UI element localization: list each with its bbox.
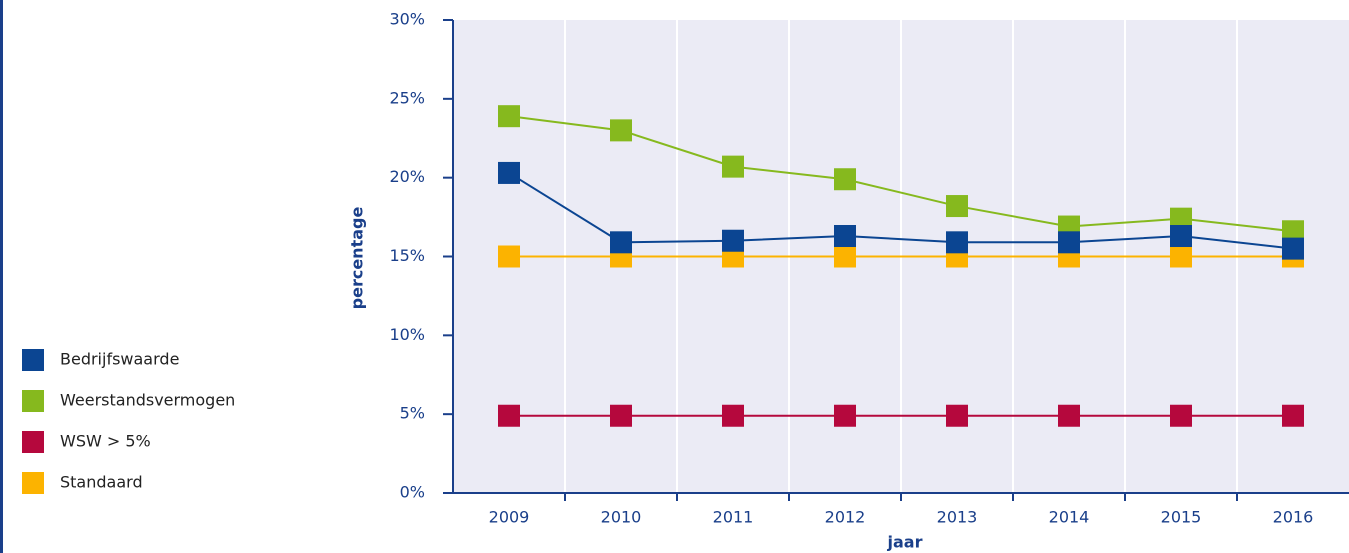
- legend-swatch: [22, 472, 44, 494]
- x-tick-label: 2010: [601, 508, 642, 527]
- y-axis-label: percentage: [348, 207, 367, 310]
- point-marker: [1170, 404, 1192, 427]
- point-marker: [1282, 404, 1304, 427]
- point-marker: [722, 404, 744, 427]
- legend: Bedrijfswaarde Weerstandsvermogen WSW > 5%…: [22, 349, 235, 494]
- point-marker: [610, 404, 632, 427]
- point-marker: [722, 229, 744, 252]
- x-tick-label: 2013: [937, 508, 978, 527]
- x-axis-label: jaar: [887, 533, 923, 552]
- point-marker: [1170, 245, 1192, 268]
- legend-swatch: [22, 349, 44, 371]
- point-marker: [946, 195, 968, 218]
- y-tick-label: 25%: [389, 88, 425, 107]
- point-marker: [610, 119, 632, 142]
- series-line: [508, 115, 1294, 233]
- point-marker: [834, 404, 856, 427]
- point-marker: [610, 231, 632, 254]
- y-tick-label: 30%: [389, 10, 425, 29]
- point-marker: [834, 245, 856, 268]
- point-marker: [1058, 404, 1080, 427]
- x-tick-label: 2014: [1049, 508, 1090, 527]
- y-tick-label: 15%: [389, 246, 425, 265]
- point-marker: [498, 245, 520, 268]
- y-tick-label: 5%: [400, 404, 425, 423]
- y-tick-label: 10%: [389, 325, 425, 344]
- y-tick-label: 0%: [400, 483, 425, 502]
- x-tick-label: 2011: [713, 508, 754, 527]
- legend-label: Weerstandsvermogen: [60, 391, 235, 410]
- legend-label: WSW > 5%: [60, 432, 151, 451]
- x-tick-label: 2012: [825, 508, 866, 527]
- series-line: [508, 172, 1294, 250]
- point-marker: [498, 105, 520, 128]
- point-marker: [1170, 225, 1192, 248]
- legend-swatch: [22, 431, 44, 453]
- point-marker: [1282, 220, 1304, 243]
- x-tick-label: 2016: [1273, 508, 1314, 527]
- x-tick-label: 2015: [1161, 508, 1202, 527]
- point-marker: [946, 404, 968, 427]
- legend-swatch: [22, 390, 44, 412]
- frame-edge: [0, 0, 3, 553]
- point-marker: [834, 225, 856, 248]
- point-marker: [498, 161, 520, 184]
- point-marker: [834, 168, 856, 191]
- point-marker: [946, 231, 968, 254]
- point-marker: [498, 404, 520, 427]
- point-marker: [1282, 237, 1304, 260]
- point-marker: [722, 155, 744, 178]
- legend-label: Bedrijfswaarde: [60, 350, 179, 369]
- legend-label: Standaard: [60, 473, 143, 492]
- x-tick-label: 2009: [489, 508, 530, 527]
- y-tick-label: 20%: [389, 167, 425, 186]
- point-marker: [1058, 231, 1080, 254]
- point-marker: [1170, 207, 1192, 230]
